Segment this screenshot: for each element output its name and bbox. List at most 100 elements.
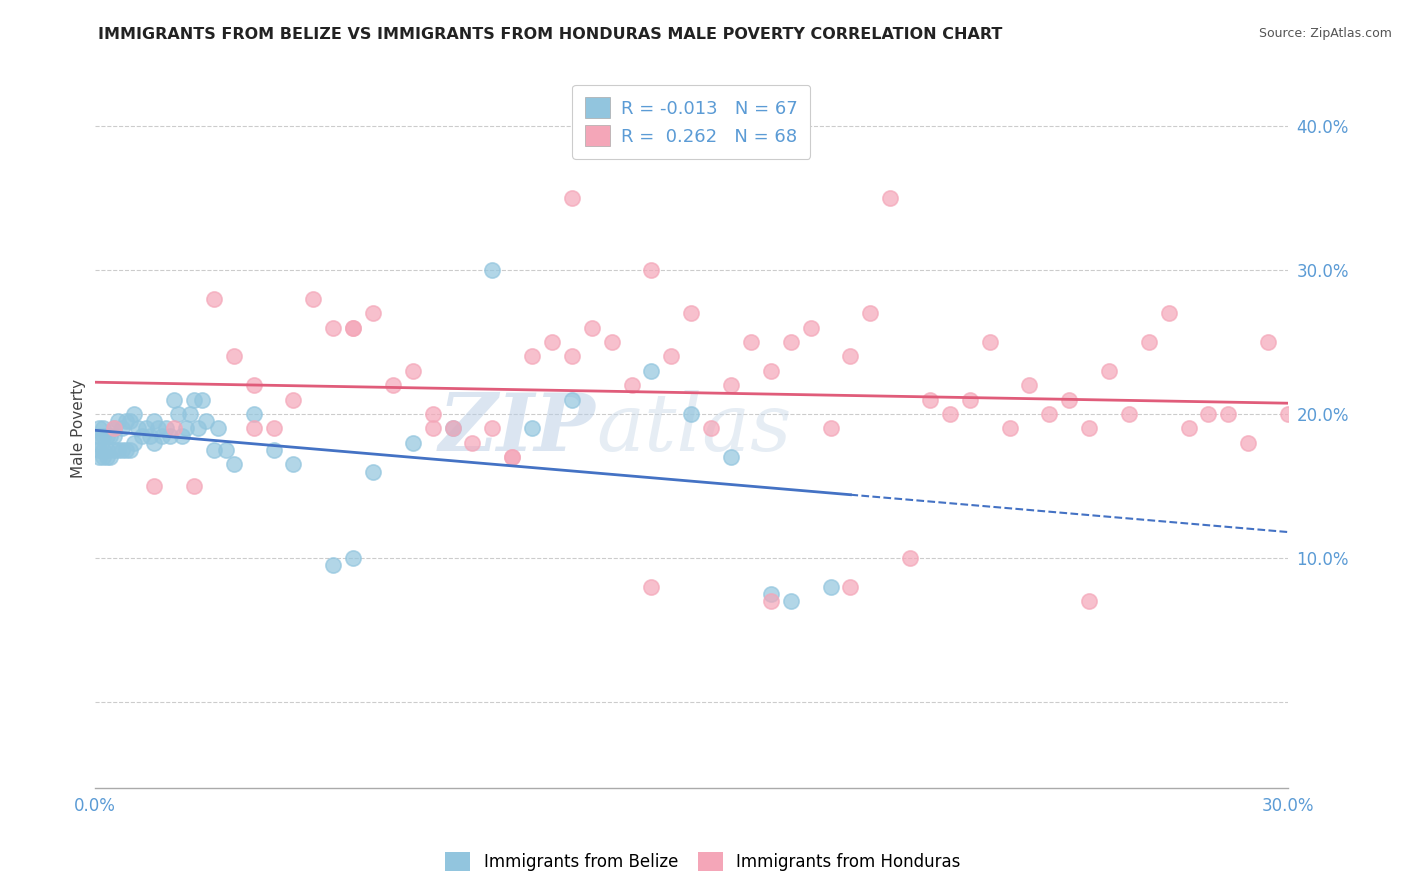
Point (1197, 407, 1219, 421)
Point (143, 435, 166, 450)
Point (759, 594, 782, 608)
Point (481, 421, 503, 435)
Point (202, 292, 225, 306)
Legend: R = -0.013   N = 67, R =  0.262   N = 68: R = -0.013 N = 67, R = 0.262 N = 68 (572, 85, 810, 159)
Point (640, 364, 662, 378)
Point (1157, 306, 1180, 320)
Point (1137, 334, 1160, 349)
Point (115, 442, 138, 457)
Point (131, 428, 153, 442)
Point (107, 442, 129, 457)
Point (115, 414, 138, 428)
Point (541, 334, 564, 349)
Point (103, 421, 125, 435)
Point (800, 320, 823, 334)
Point (163, 421, 186, 435)
Point (183, 479, 205, 493)
Point (402, 435, 425, 450)
Point (839, 350, 862, 364)
Legend: Immigrants from Belize, Immigrants from Honduras: Immigrants from Belize, Immigrants from … (437, 843, 969, 880)
Point (322, 320, 344, 334)
Point (640, 263, 662, 277)
Text: atlas: atlas (596, 390, 792, 467)
Point (1257, 334, 1279, 349)
Point (159, 428, 181, 442)
Point (91, 442, 114, 457)
Point (620, 378, 643, 392)
Point (103, 428, 125, 442)
Point (1078, 421, 1101, 435)
Point (322, 558, 344, 573)
Point (959, 392, 981, 407)
Point (96, 428, 118, 442)
Point (143, 414, 166, 428)
Point (103, 442, 125, 457)
Point (779, 594, 801, 608)
Point (342, 320, 364, 334)
Point (661, 350, 683, 364)
Point (100, 450, 122, 465)
Text: IMMIGRANTS FROM BELIZE VS IMMIGRANTS FROM HONDURAS MALE POVERTY CORRELATION CHAR: IMMIGRANTS FROM BELIZE VS IMMIGRANTS FRO… (98, 27, 1002, 42)
Point (87, 442, 110, 457)
Point (163, 392, 186, 407)
Point (283, 458, 305, 472)
Point (461, 435, 484, 450)
Point (191, 392, 214, 407)
Point (222, 458, 245, 472)
Point (820, 421, 842, 435)
Point (422, 421, 444, 435)
Y-axis label: Male Poverty: Male Poverty (72, 379, 86, 478)
Point (111, 421, 134, 435)
Point (87, 428, 110, 442)
Point (979, 334, 1001, 349)
Point (481, 263, 503, 277)
Point (1098, 364, 1121, 378)
Point (1078, 594, 1101, 608)
Point (681, 407, 703, 421)
Point (839, 580, 862, 594)
Point (898, 550, 921, 565)
Point (520, 421, 543, 435)
Point (918, 392, 941, 407)
Text: Source: ZipAtlas.com: Source: ZipAtlas.com (1258, 27, 1392, 40)
Point (183, 392, 205, 407)
Point (120, 414, 142, 428)
Point (1038, 407, 1060, 421)
Point (1277, 407, 1299, 421)
Point (1177, 421, 1199, 435)
Point (194, 414, 217, 428)
Point (640, 580, 662, 594)
Point (124, 407, 146, 421)
Point (740, 334, 762, 349)
Point (124, 435, 146, 450)
Point (87, 435, 110, 450)
Point (172, 428, 194, 442)
Point (520, 350, 543, 364)
Point (87, 421, 110, 435)
Point (87, 450, 110, 465)
Point (302, 292, 325, 306)
Point (207, 421, 229, 435)
Point (150, 428, 173, 442)
Point (91, 450, 114, 465)
Point (155, 421, 177, 435)
Point (263, 421, 285, 435)
Point (561, 392, 583, 407)
Point (242, 421, 264, 435)
Point (91, 428, 114, 442)
Point (1018, 378, 1040, 392)
Point (1057, 392, 1080, 407)
Point (381, 378, 404, 392)
Point (139, 428, 162, 442)
Point (127, 421, 149, 435)
Point (179, 407, 201, 421)
Point (600, 334, 623, 349)
Point (779, 334, 801, 349)
Point (100, 428, 122, 442)
Point (759, 364, 782, 378)
Point (879, 191, 901, 205)
Point (215, 442, 238, 457)
Point (1118, 407, 1140, 421)
Point (501, 450, 523, 465)
Point (91, 421, 114, 435)
